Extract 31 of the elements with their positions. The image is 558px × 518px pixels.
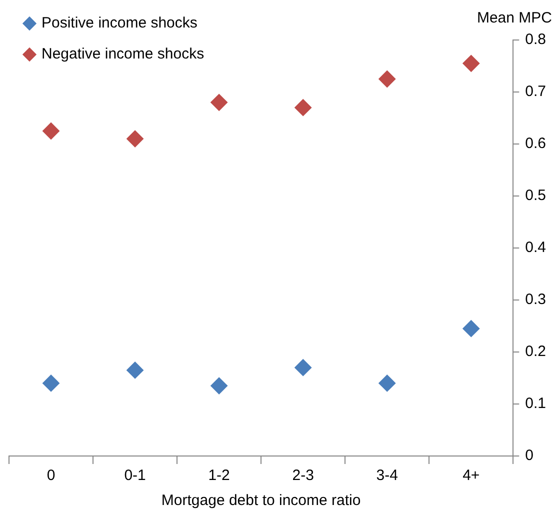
point [126,362,144,379]
x-tick-label: 0-1 [124,467,146,484]
y-tick-label: 0.2 [525,343,546,360]
x-tick-label: 3-4 [376,467,398,484]
point [126,130,144,148]
point [210,94,228,111]
y-tick-label: 0 [525,447,534,464]
y-tick-label: 0.5 [525,187,546,204]
point [294,359,312,376]
point [294,99,312,116]
y-tick-label: 0.7 [525,83,546,100]
legend-label: Positive income shocks [42,14,198,32]
y-tick-label: 0.8 [525,31,546,48]
y-tick-label: 0.3 [525,291,546,308]
point [42,374,60,392]
x-axis-title: Mortgage debt to income ratio [161,492,361,510]
point [378,70,396,88]
y-axis-title: Mean MPC [476,10,552,27]
x-tick-label: 4+ [462,467,480,484]
x-tick-label: 2-3 [292,467,314,484]
point [42,122,60,140]
point [462,320,480,338]
x-tick-label: 0 [46,467,56,484]
y-tick-label: 0.6 [525,135,546,152]
point [462,54,480,72]
point [210,377,228,394]
point [378,374,396,392]
legend-label: Negative income shocks [42,46,204,63]
y-tick-label: 0.4 [525,239,546,256]
y-tick-label: 0.1 [525,395,546,412]
x-tick-label: 1-2 [208,467,230,484]
